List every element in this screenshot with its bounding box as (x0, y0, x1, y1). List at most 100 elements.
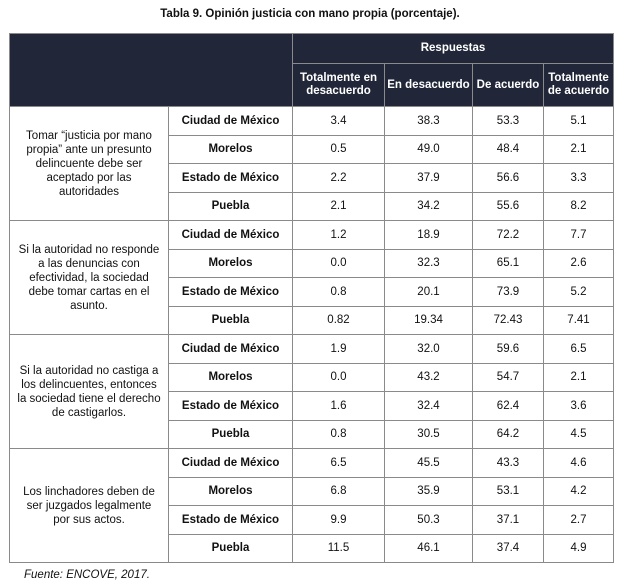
table-row: Los linchadores deben de ser juzgados le… (9, 448, 614, 563)
table-row: Morelos 0.0 43.2 54.7 2.1 (10, 362, 614, 392)
value-cell: 5.2 (543, 277, 614, 307)
statement-cell: Si la autoridad no responde a las denunc… (9, 220, 169, 335)
table-row: Tomar “justicia por mano propia” ante un… (9, 106, 614, 221)
opinion-table: Respuestas Totalmente en desacuerdo En d… (9, 33, 614, 563)
state-cell: Estado de México (168, 163, 293, 193)
value-cell: 6.5 (543, 334, 614, 364)
state-cell: Puebla (168, 533, 293, 563)
value-cell: 73.9 (472, 277, 544, 307)
table-row: Si la autoridad no responde a las denunc… (9, 220, 614, 335)
value-cell: 62.4 (472, 391, 544, 421)
value-cell: 18.9 (384, 220, 473, 250)
value-cell: 53.1 (472, 476, 544, 506)
value-cell: 4.9 (543, 533, 614, 563)
state-cell: Morelos (168, 248, 293, 278)
column-header: En desacuerdo (384, 63, 473, 107)
value-cell: 43.2 (384, 362, 473, 392)
value-cell: 34.2 (384, 191, 473, 221)
value-cell: 1.9 (292, 334, 385, 364)
table-row: Puebla 2.1 34.2 55.6 8.2 (10, 191, 614, 221)
value-cell: 2.1 (543, 362, 614, 392)
value-cell: 32.3 (384, 248, 473, 278)
state-cell: Estado de México (168, 505, 293, 535)
value-cell: 3.6 (543, 391, 614, 421)
table-row: Si la autoridad no castiga a los delincu… (9, 334, 614, 449)
value-cell: 6.8 (292, 476, 385, 506)
state-cell: Morelos (168, 134, 293, 164)
value-cell: 1.2 (292, 220, 385, 250)
header-respuestas: Respuestas (292, 33, 614, 64)
table-row: Puebla 11.5 46.1 37.4 4.9 (10, 533, 614, 563)
state-cell: Ciudad de México (168, 106, 293, 136)
value-cell: 3.4 (292, 106, 385, 136)
state-cell: Morelos (168, 362, 293, 392)
value-cell: 72.2 (472, 220, 544, 250)
value-cell: 65.1 (472, 248, 544, 278)
header-row-columns: Totalmente en desacuerdo En desacuerdo D… (10, 63, 614, 107)
value-cell: 3.3 (543, 163, 614, 193)
value-cell: 11.5 (292, 533, 385, 563)
value-cell: 38.3 (384, 106, 473, 136)
column-header: De acuerdo (472, 63, 544, 107)
table-title: Tabla 9. Opinión justicia con mano propi… (160, 8, 460, 20)
value-cell: 5.1 (543, 106, 614, 136)
value-cell: 9.9 (292, 505, 385, 535)
state-cell: Ciudad de México (168, 220, 293, 250)
value-cell: 7.41 (543, 305, 614, 335)
statement-cell: Los linchadores deben de ser juzgados le… (9, 448, 169, 563)
statement-cell: Si la autoridad no castiga a los delincu… (9, 334, 169, 449)
value-cell: 0.82 (292, 305, 385, 335)
value-cell: 48.4 (472, 134, 544, 164)
value-cell: 4.5 (543, 419, 614, 449)
value-cell: 2.1 (543, 134, 614, 164)
value-cell: 20.1 (384, 277, 473, 307)
value-cell: 0.8 (292, 419, 385, 449)
value-cell: 2.2 (292, 163, 385, 193)
table-row: Estado de México 9.9 50.3 37.1 2.7 (10, 505, 614, 535)
value-cell: 72.43 (472, 305, 544, 335)
state-cell: Estado de México (168, 277, 293, 307)
table-row: Puebla 0.82 19.34 72.43 7.41 (10, 305, 614, 335)
value-cell: 0.0 (292, 248, 385, 278)
value-cell: 54.7 (472, 362, 544, 392)
value-cell: 59.6 (472, 334, 544, 364)
value-cell: 4.2 (543, 476, 614, 506)
value-cell: 32.0 (384, 334, 473, 364)
value-cell: 37.9 (384, 163, 473, 193)
header-blank-cell (9, 33, 293, 107)
source-note: Fuente: ENCOVE, 2017. (24, 569, 150, 581)
value-cell: 37.1 (472, 505, 544, 535)
table-row: Morelos 0.5 49.0 48.4 2.1 (10, 134, 614, 164)
value-cell: 43.3 (472, 448, 544, 478)
table-row: Puebla 0.8 30.5 64.2 4.5 (10, 419, 614, 449)
table-row: Estado de México 0.8 20.1 73.9 5.2 (10, 277, 614, 307)
value-cell: 64.2 (472, 419, 544, 449)
value-cell: 2.1 (292, 191, 385, 221)
value-cell: 45.5 (384, 448, 473, 478)
value-cell: 53.3 (472, 106, 544, 136)
value-cell: 7.7 (543, 220, 614, 250)
value-cell: 4.6 (543, 448, 614, 478)
value-cell: 0.5 (292, 134, 385, 164)
value-cell: 50.3 (384, 505, 473, 535)
value-cell: 2.6 (543, 248, 614, 278)
value-cell: 19.34 (384, 305, 473, 335)
column-header: Totalmente en desacuerdo (292, 63, 385, 107)
value-cell: 35.9 (384, 476, 473, 506)
value-cell: 2.7 (543, 505, 614, 535)
table-body: Tomar “justicia por mano propia” ante un… (9, 106, 614, 563)
value-cell: 32.4 (384, 391, 473, 421)
value-cell: 49.0 (384, 134, 473, 164)
state-cell: Ciudad de México (168, 448, 293, 478)
column-header: Totalmente de acuerdo (543, 63, 614, 107)
value-cell: 30.5 (384, 419, 473, 449)
value-cell: 1.6 (292, 391, 385, 421)
value-cell: 0.8 (292, 277, 385, 307)
state-cell: Puebla (168, 305, 293, 335)
value-cell: 6.5 (292, 448, 385, 478)
state-cell: Estado de México (168, 391, 293, 421)
value-cell: 37.4 (472, 533, 544, 563)
state-cell: Morelos (168, 476, 293, 506)
header-row-group: Respuestas (9, 33, 614, 107)
value-cell: 46.1 (384, 533, 473, 563)
